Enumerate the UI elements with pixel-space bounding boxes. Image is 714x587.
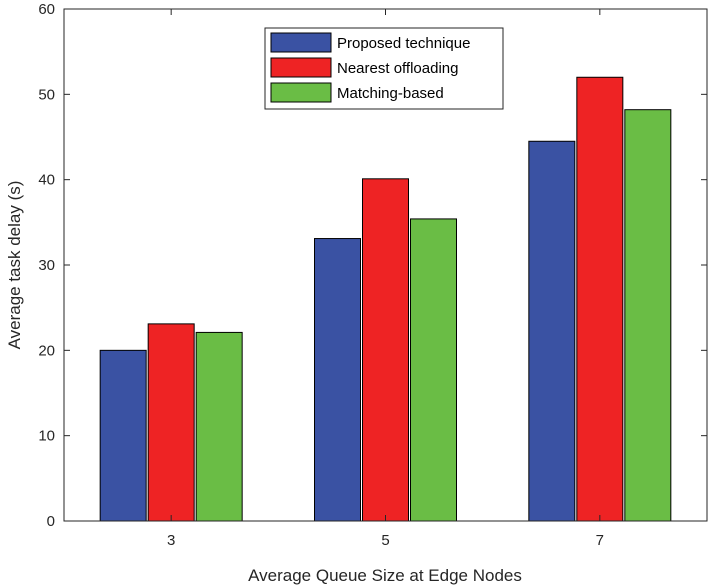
y-tick-label-20: 20 [38, 342, 55, 359]
y-tick-label-0: 0 [47, 513, 55, 530]
legend: Proposed technique Nearest offloading Matc… [264, 27, 504, 110]
legend-label-1: Proposed technique [337, 35, 470, 52]
bar-3-3 [195, 331, 243, 522]
bar-7-3 [624, 109, 672, 522]
bar-3-2 [147, 323, 195, 522]
legend-label-3: Matching-based [337, 85, 444, 102]
bar-7-2 [576, 76, 624, 522]
y-tick-label-40: 40 [38, 172, 55, 189]
bar-5-1 [314, 238, 361, 522]
y-tick-label-50: 50 [38, 86, 55, 103]
bar-3-1 [99, 349, 147, 522]
x-tick-label-3: 3 [167, 532, 175, 549]
legend-swatch-2 [270, 57, 332, 78]
y-tick-label-30: 30 [38, 257, 55, 274]
legend-swatch-3 [270, 82, 332, 103]
x-tick-label-7: 7 [596, 532, 604, 549]
y-axis-label: Average task delay (s) [5, 181, 24, 350]
x-tick-label-5: 5 [381, 532, 389, 549]
bars-group [99, 76, 672, 522]
axes-group: 0 10 20 30 40 50 60 3 5 7 [38, 1, 708, 549]
bar-5-2 [362, 178, 409, 522]
x-axis-label: Average Queue Size at Edge Nodes [248, 566, 522, 585]
legend-label-2: Nearest offloading [337, 60, 458, 77]
bar-7-1 [528, 140, 576, 522]
legend-swatch-1 [270, 32, 332, 53]
y-tick-label-60: 60 [38, 1, 55, 18]
bar-5-3 [410, 218, 457, 522]
y-tick-label-10: 10 [38, 428, 55, 445]
